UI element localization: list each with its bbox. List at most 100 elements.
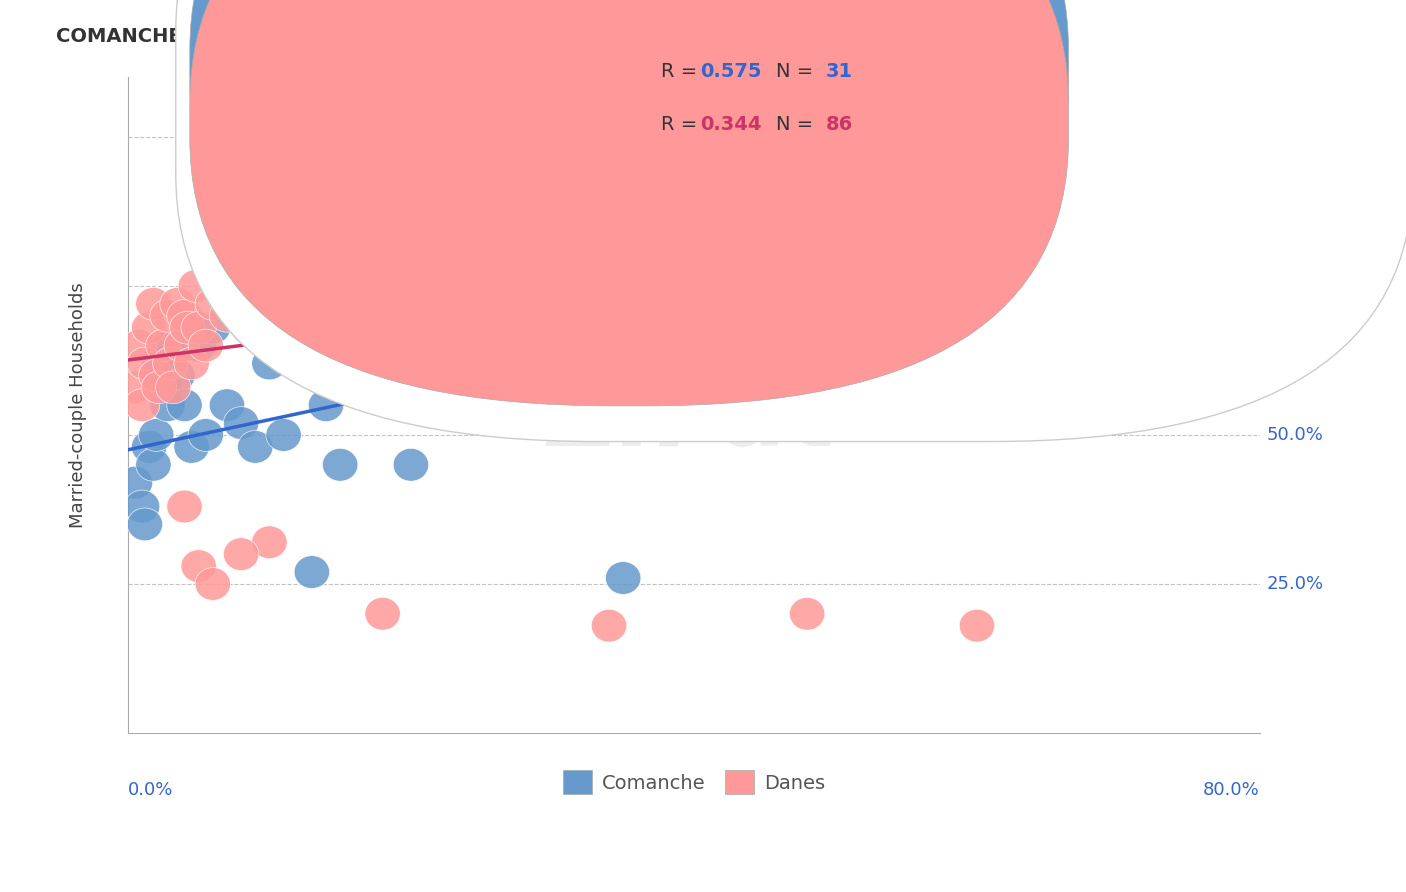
Ellipse shape: [146, 371, 181, 404]
Ellipse shape: [761, 228, 797, 260]
Ellipse shape: [209, 300, 245, 332]
Text: R =: R =: [661, 62, 703, 81]
Ellipse shape: [592, 609, 627, 642]
Ellipse shape: [789, 210, 825, 243]
Ellipse shape: [181, 549, 217, 582]
Text: ZIPat: ZIPat: [548, 370, 839, 467]
Ellipse shape: [252, 526, 287, 558]
Ellipse shape: [179, 269, 214, 302]
Ellipse shape: [308, 311, 343, 344]
Ellipse shape: [156, 371, 191, 404]
Ellipse shape: [1017, 192, 1052, 225]
Text: 0.575: 0.575: [700, 62, 762, 81]
Ellipse shape: [592, 252, 627, 285]
Ellipse shape: [394, 449, 429, 481]
Ellipse shape: [188, 418, 224, 451]
Ellipse shape: [464, 371, 499, 404]
Text: 80.0%: 80.0%: [1204, 780, 1260, 798]
Ellipse shape: [150, 389, 186, 422]
Ellipse shape: [124, 389, 160, 422]
Ellipse shape: [676, 252, 711, 285]
Ellipse shape: [987, 210, 1024, 243]
Ellipse shape: [195, 567, 231, 600]
Ellipse shape: [146, 329, 181, 362]
Ellipse shape: [181, 311, 217, 344]
Ellipse shape: [818, 228, 853, 260]
Ellipse shape: [1129, 180, 1164, 213]
Ellipse shape: [534, 389, 569, 422]
Ellipse shape: [1157, 192, 1192, 225]
Ellipse shape: [117, 371, 153, 404]
Text: 25.0%: 25.0%: [1267, 575, 1324, 593]
Ellipse shape: [139, 359, 174, 392]
Text: 50.0%: 50.0%: [1267, 426, 1324, 444]
Ellipse shape: [846, 210, 882, 243]
Ellipse shape: [959, 609, 994, 642]
Text: COMANCHE VS DANISH MARRIED-COUPLE HOUSEHOLDS CORRELATION CHART: COMANCHE VS DANISH MARRIED-COUPLE HOUSEH…: [56, 27, 910, 45]
Text: N =: N =: [776, 62, 820, 81]
Ellipse shape: [492, 240, 527, 273]
Ellipse shape: [231, 311, 266, 344]
Ellipse shape: [931, 228, 966, 260]
Ellipse shape: [562, 240, 599, 273]
Text: R =: R =: [661, 115, 703, 135]
Ellipse shape: [506, 252, 541, 285]
Ellipse shape: [195, 311, 231, 344]
Text: 31: 31: [825, 62, 852, 81]
Ellipse shape: [1101, 192, 1136, 225]
Text: Married-couple Households: Married-couple Households: [69, 282, 87, 528]
Ellipse shape: [117, 467, 153, 499]
Ellipse shape: [366, 228, 401, 260]
Ellipse shape: [280, 269, 315, 302]
Ellipse shape: [252, 252, 287, 285]
Text: 86: 86: [825, 115, 852, 135]
Ellipse shape: [733, 240, 768, 273]
Ellipse shape: [1045, 180, 1080, 213]
Text: 75.0%: 75.0%: [1267, 277, 1324, 295]
Ellipse shape: [322, 287, 359, 320]
Text: 100.0%: 100.0%: [1267, 128, 1336, 146]
Ellipse shape: [1031, 151, 1066, 183]
Ellipse shape: [336, 269, 373, 302]
Text: 0.344: 0.344: [700, 115, 762, 135]
Ellipse shape: [245, 300, 280, 332]
Ellipse shape: [238, 431, 273, 463]
Ellipse shape: [322, 329, 359, 362]
Ellipse shape: [394, 192, 429, 225]
Ellipse shape: [139, 418, 174, 451]
Ellipse shape: [153, 329, 188, 362]
Ellipse shape: [380, 269, 415, 302]
Ellipse shape: [478, 287, 513, 320]
Ellipse shape: [202, 252, 238, 285]
Ellipse shape: [142, 347, 177, 380]
Ellipse shape: [252, 347, 287, 380]
Ellipse shape: [224, 538, 259, 571]
Ellipse shape: [121, 329, 157, 362]
Ellipse shape: [238, 269, 273, 302]
Ellipse shape: [131, 311, 167, 344]
Ellipse shape: [903, 210, 938, 243]
Ellipse shape: [127, 347, 163, 380]
Legend: Comanche, Danes: Comanche, Danes: [555, 763, 832, 802]
Ellipse shape: [789, 598, 825, 630]
Ellipse shape: [322, 449, 359, 481]
Ellipse shape: [266, 418, 301, 451]
Ellipse shape: [422, 252, 457, 285]
Ellipse shape: [224, 407, 259, 440]
Ellipse shape: [127, 508, 163, 541]
Ellipse shape: [394, 287, 429, 320]
Ellipse shape: [224, 287, 259, 320]
Ellipse shape: [294, 556, 329, 589]
Ellipse shape: [167, 490, 202, 523]
Ellipse shape: [408, 240, 443, 273]
Ellipse shape: [1073, 210, 1108, 243]
Ellipse shape: [648, 240, 683, 273]
Ellipse shape: [606, 210, 641, 243]
Ellipse shape: [153, 347, 188, 380]
Ellipse shape: [150, 300, 186, 332]
Ellipse shape: [188, 329, 224, 362]
Ellipse shape: [1185, 210, 1220, 243]
Ellipse shape: [959, 192, 994, 225]
Text: 0.0%: 0.0%: [128, 780, 173, 798]
Ellipse shape: [160, 359, 195, 392]
